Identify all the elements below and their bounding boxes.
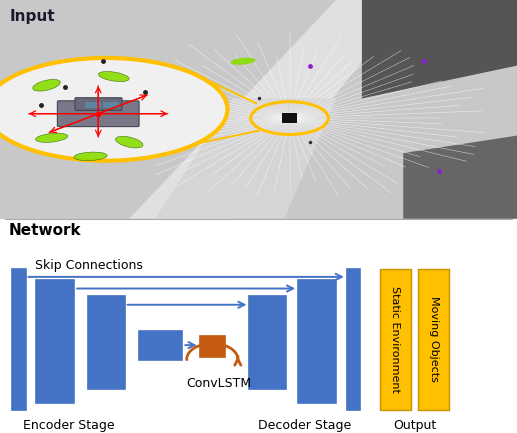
Ellipse shape [36,133,68,142]
Bar [85,102,101,108]
Bar [103,102,119,108]
Polygon shape [403,136,517,219]
Text: Output: Output [393,419,436,432]
Text: Encoder Stage: Encoder Stage [23,419,114,432]
Text: Moving Objects: Moving Objects [429,296,438,382]
FancyBboxPatch shape [37,280,74,403]
Circle shape [0,58,227,161]
Ellipse shape [33,80,60,91]
FancyBboxPatch shape [12,268,25,410]
Polygon shape [362,0,517,98]
FancyBboxPatch shape [298,280,336,403]
FancyBboxPatch shape [88,296,125,389]
Ellipse shape [115,136,143,148]
FancyBboxPatch shape [139,330,183,360]
FancyBboxPatch shape [418,268,449,410]
FancyBboxPatch shape [75,98,122,110]
Ellipse shape [98,71,129,81]
Text: Input: Input [9,9,55,24]
FancyBboxPatch shape [200,336,225,357]
FancyBboxPatch shape [347,268,360,410]
Ellipse shape [231,58,255,65]
Text: ConvLSTM: ConvLSTM [187,377,252,390]
Text: Network: Network [9,223,82,238]
Text: Static Environment: Static Environment [390,286,400,393]
Polygon shape [129,0,414,219]
Text: Skip Connections: Skip Connections [35,259,143,272]
FancyBboxPatch shape [282,113,297,123]
FancyBboxPatch shape [249,296,286,389]
Text: Decoder Stage: Decoder Stage [258,419,352,432]
Polygon shape [155,98,336,219]
FancyBboxPatch shape [57,101,139,126]
Ellipse shape [189,88,214,95]
Ellipse shape [74,152,107,161]
FancyBboxPatch shape [380,268,410,410]
